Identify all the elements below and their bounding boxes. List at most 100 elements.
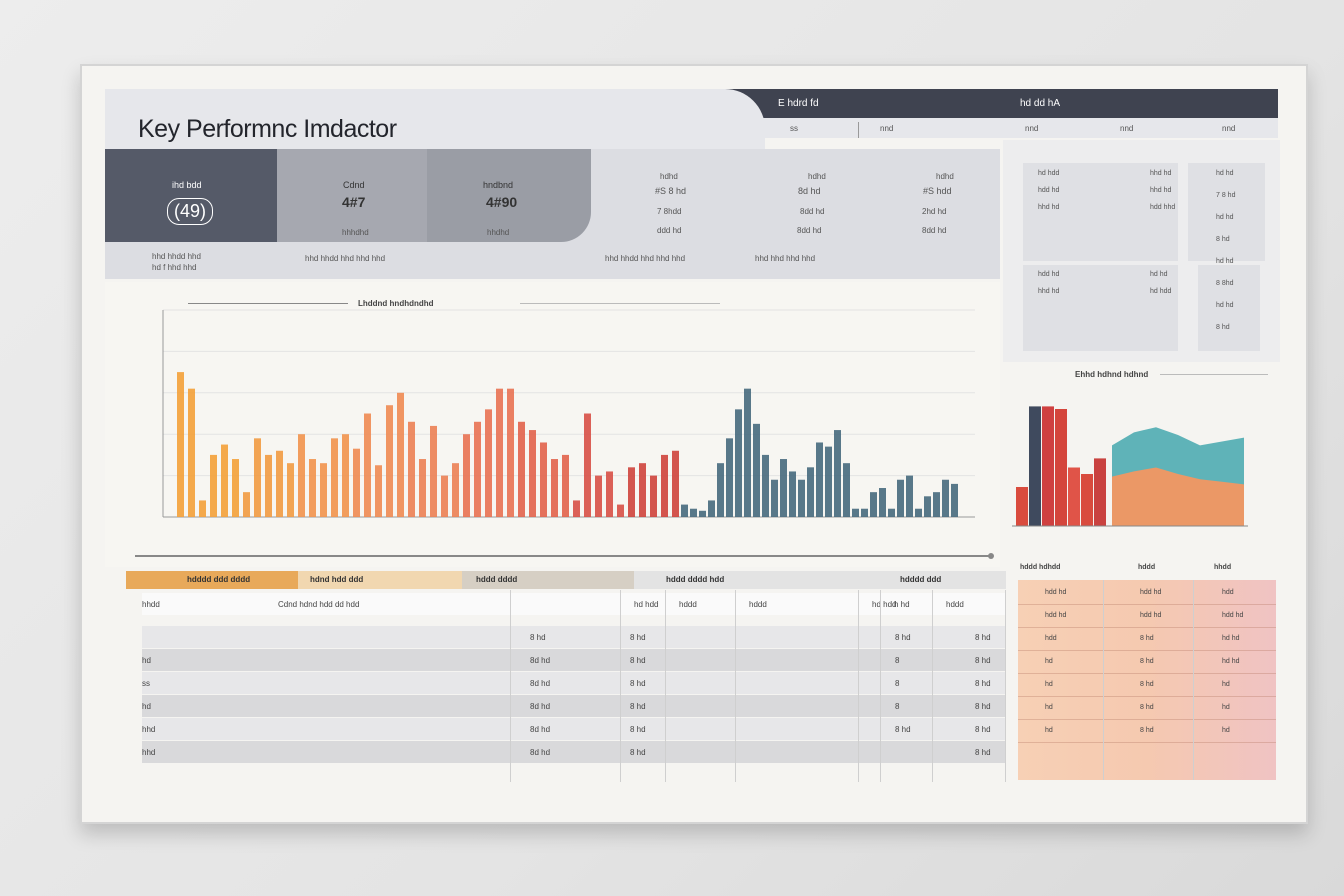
bar-series-cool[interactable] [762,454,769,517]
side-table-row[interactable] [1018,628,1276,651]
bar-series-warm[interactable] [254,438,261,517]
kpi-card-2[interactable] [277,149,427,242]
bar-series-cool[interactable] [816,442,823,517]
bar-series-warm[interactable] [617,504,624,517]
bar-series-warm[interactable] [298,434,305,517]
bar-series-cool[interactable] [879,488,886,517]
bar-series-warm[interactable] [419,459,426,517]
kpi-card-3[interactable] [427,149,591,242]
bar-series-cool[interactable] [681,504,688,517]
bar-series-warm[interactable] [606,471,613,517]
side-table-row[interactable] [1018,651,1276,674]
bar-series-warm[interactable] [353,448,360,517]
bar-series-warm[interactable] [265,454,272,517]
bar-series-warm[interactable] [529,430,536,517]
bar-series-warm[interactable] [210,454,217,517]
bar-series-warm[interactable] [650,475,657,517]
bar-series-warm[interactable] [661,454,668,517]
bar-series-warm[interactable] [408,421,415,517]
bar-series-warm[interactable] [573,500,580,517]
bar-series-warm[interactable] [463,434,470,517]
summary-card[interactable] [1023,265,1178,351]
table-header-tab[interactable] [462,571,634,589]
summary-card[interactable] [1188,163,1265,261]
bar-series-warm[interactable] [430,425,437,517]
bar-series-cool[interactable] [834,430,841,517]
table-row[interactable] [142,649,1005,671]
bar-series-warm[interactable] [639,463,646,517]
table-row[interactable] [142,741,1005,763]
bar-series-warm[interactable] [320,463,327,517]
bar-series-cool[interactable] [771,479,778,517]
bar-series-cool[interactable] [906,475,913,517]
bar-series-warm[interactable] [188,388,195,517]
bar-series-warm[interactable] [628,467,635,517]
bar-series-warm[interactable] [595,475,602,517]
bar-series-warm[interactable] [309,459,316,517]
table-row[interactable] [142,672,1005,694]
side-table-row[interactable] [1018,674,1276,697]
bar-series-warm[interactable] [232,459,239,517]
bar-series-warm[interactable] [540,442,547,517]
bar-series-cool[interactable] [753,423,760,517]
bar-series-cool[interactable] [825,446,832,517]
bar-series-cool[interactable] [699,510,706,517]
bar-series-warm[interactable] [342,434,349,517]
bar-series-warm[interactable] [562,454,569,517]
table-row[interactable] [142,626,1005,648]
bar-series-cool[interactable] [951,483,958,517]
bar-series-cool[interactable] [717,463,724,517]
bar-series-cool[interactable] [897,479,904,517]
bar-series-cool[interactable] [789,471,796,517]
bar-series-warm[interactable] [672,450,679,517]
side-bar[interactable] [1016,487,1028,526]
bar-series-warm[interactable] [584,413,591,518]
table-row[interactable] [142,718,1005,740]
side-bar[interactable] [1068,467,1080,527]
bar-series-cool[interactable] [870,492,877,517]
bar-series-cool[interactable] [726,438,733,517]
bar-series-warm[interactable] [386,405,393,517]
bar-series-cool[interactable] [798,479,805,517]
bar-series-warm[interactable] [474,421,481,517]
side-table-row[interactable] [1018,720,1276,743]
bar-series-cool[interactable] [861,508,868,517]
bar-series-warm[interactable] [452,463,459,517]
side-bar[interactable] [1055,409,1067,526]
bar-series-cool[interactable] [735,409,742,517]
bar-series-warm[interactable] [485,409,492,517]
bar-series-cool[interactable] [942,479,949,517]
bar-series-warm[interactable] [364,413,371,518]
bar-series-warm[interactable] [331,438,338,517]
summary-card[interactable] [1198,265,1260,351]
bar-series-warm[interactable] [199,500,206,517]
summary-card[interactable] [1023,163,1178,261]
bar-series-cool[interactable] [807,467,814,517]
bar-series-cool[interactable] [924,496,931,517]
bar-series-cool[interactable] [690,508,697,517]
table-row[interactable] [142,695,1005,717]
bar-series-warm[interactable] [551,459,558,517]
bar-series-cool[interactable] [915,508,922,517]
side-bar[interactable] [1042,406,1054,526]
bar-series-cool[interactable] [852,508,859,517]
bar-series-warm[interactable] [507,388,514,517]
bar-series-warm[interactable] [375,465,382,517]
bar-series-warm[interactable] [287,463,294,517]
bar-series-cool[interactable] [843,463,850,517]
bar-series-cool[interactable] [888,508,895,517]
bar-series-cool[interactable] [933,492,940,517]
bar-series-warm[interactable] [496,388,503,517]
area-series-orange[interactable] [1112,467,1244,527]
side-table-row[interactable] [1018,582,1276,605]
bar-series-cool[interactable] [744,388,751,517]
side-table-row[interactable] [1018,697,1276,720]
kpi-card-primary[interactable] [105,149,277,242]
bar-series-warm[interactable] [518,421,525,517]
bar-series-warm[interactable] [177,372,184,517]
table-header-tab[interactable] [126,571,298,589]
bar-series-warm[interactable] [221,444,228,517]
side-table-row[interactable] [1018,605,1276,628]
side-bar[interactable] [1029,406,1041,526]
chart-scroll-handle[interactable] [988,553,994,559]
